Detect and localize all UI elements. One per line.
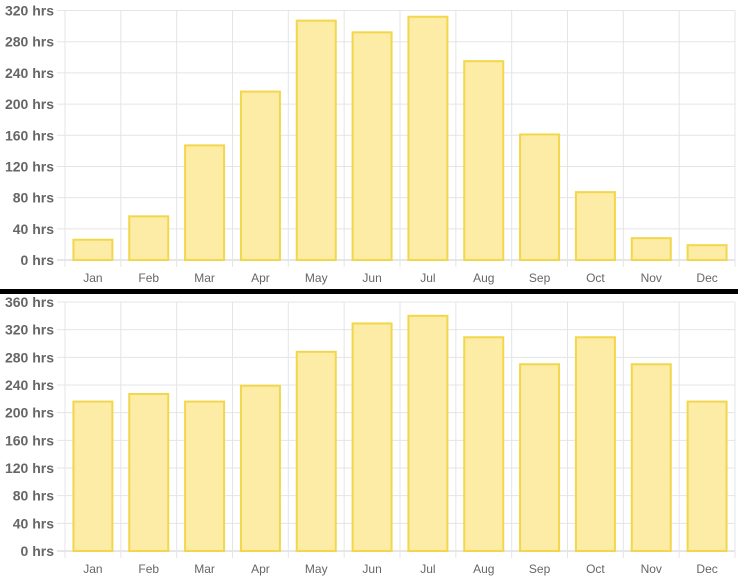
bar-jan bbox=[72, 238, 114, 261]
y-tick-label: 200 hrs bbox=[5, 96, 54, 112]
y-tick-label: 40 hrs bbox=[13, 515, 54, 531]
x-tick-label: Oct bbox=[586, 271, 605, 285]
x-tick-label: Mar bbox=[194, 271, 215, 285]
bar-jul bbox=[407, 15, 449, 261]
y-tick-label: 360 hrs bbox=[5, 294, 54, 310]
y-tick-label: 0 hrs bbox=[21, 543, 55, 559]
y-tick-label: 120 hrs bbox=[5, 158, 54, 174]
bar-dec bbox=[686, 244, 728, 262]
x-tick-label: Apr bbox=[251, 271, 270, 285]
y-tick-label: 200 hrs bbox=[5, 405, 54, 421]
x-tick-label: Feb bbox=[138, 562, 159, 576]
x-tick-label: Aug bbox=[473, 271, 494, 285]
x-tick-label: Dec bbox=[696, 271, 717, 285]
bar-aug bbox=[463, 60, 505, 261]
x-tick-label: Jun bbox=[362, 271, 381, 285]
x-tick-label: Jun bbox=[362, 562, 381, 576]
y-tick-label: 240 hrs bbox=[5, 65, 54, 81]
bar-nov bbox=[630, 237, 672, 261]
bar-jun bbox=[351, 31, 393, 261]
y-tick-label: 120 hrs bbox=[5, 460, 54, 476]
y-tick-label: 240 hrs bbox=[5, 377, 54, 393]
bar-sep bbox=[519, 363, 561, 552]
y-tick-label: 160 hrs bbox=[5, 127, 54, 143]
bar-apr bbox=[239, 384, 281, 552]
bar-jan bbox=[72, 400, 114, 552]
x-tick-label: Apr bbox=[251, 562, 270, 576]
y-tick-label: 320 hrs bbox=[5, 322, 54, 338]
y-tick-label: 80 hrs bbox=[13, 488, 54, 504]
x-tick-label: Jul bbox=[420, 271, 435, 285]
x-tick-label: Dec bbox=[696, 562, 717, 576]
bar-apr bbox=[239, 90, 281, 262]
bar-aug bbox=[463, 336, 505, 553]
y-tick-label: 80 hrs bbox=[13, 190, 54, 206]
y-tick-label: 0 hrs bbox=[21, 252, 55, 268]
bar-jun bbox=[351, 322, 393, 552]
x-tick-label: Sep bbox=[529, 562, 551, 576]
bar-sep bbox=[519, 133, 561, 261]
bar-nov bbox=[630, 363, 672, 552]
bar-dec bbox=[686, 400, 728, 552]
bar-oct bbox=[574, 191, 616, 261]
y-tick-label: 280 hrs bbox=[5, 349, 54, 365]
x-tick-label: Nov bbox=[641, 271, 662, 285]
x-tick-label: Nov bbox=[641, 562, 662, 576]
x-tick-label: Mar bbox=[194, 562, 215, 576]
bar-may bbox=[295, 350, 337, 552]
x-tick-label: May bbox=[305, 271, 328, 285]
y-tick-label: 160 hrs bbox=[5, 432, 54, 448]
bar-feb bbox=[128, 215, 170, 261]
bar-jul bbox=[407, 314, 449, 553]
x-tick-label: Oct bbox=[586, 562, 605, 576]
bar-feb bbox=[128, 392, 170, 552]
sunshine-chart-top: 0 hrs 40 hrs 80 hrs 120 hrs 160 hrs 200 hrs 24… bbox=[5, 3, 736, 285]
bar-may bbox=[295, 19, 337, 261]
y-tick-label: 40 hrs bbox=[13, 221, 54, 237]
bar-mar bbox=[184, 144, 226, 261]
sunshine-chart-bottom: 0 hrs 40 hrs 80 hrs 120 hrs 160 hrs 200 hrs 24… bbox=[5, 294, 736, 576]
y-tick-label: 320 hrs bbox=[5, 3, 54, 19]
x-tick-label: Aug bbox=[473, 562, 494, 576]
chart-separator bbox=[0, 289, 738, 294]
x-tick-label: Sep bbox=[529, 271, 551, 285]
x-tick-label: Jan bbox=[83, 562, 102, 576]
bar-mar bbox=[184, 400, 226, 552]
x-tick-label: Jan bbox=[83, 271, 102, 285]
x-tick-label: Jul bbox=[420, 562, 435, 576]
bar-oct bbox=[574, 336, 616, 553]
x-tick-label: May bbox=[305, 562, 328, 576]
x-tick-label: Feb bbox=[138, 271, 159, 285]
y-tick-label: 280 hrs bbox=[5, 34, 54, 50]
